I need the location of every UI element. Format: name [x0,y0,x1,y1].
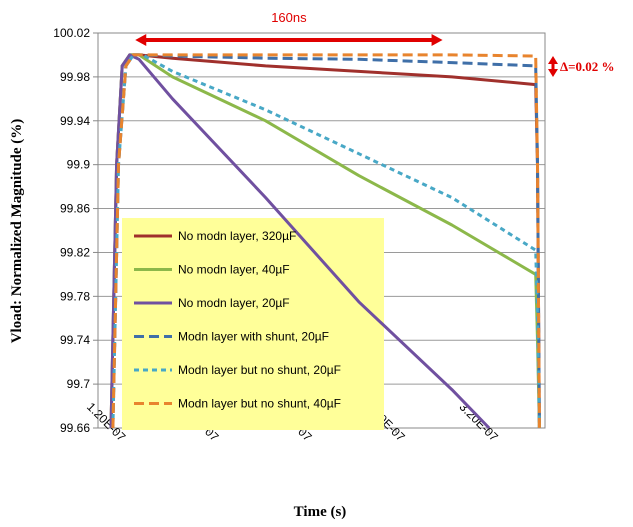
series-line-3 [109,53,491,430]
series-line-6 [111,53,541,429]
x-axis-title: Time (s) [294,504,347,520]
legend-label: Modn layer but no shunt, 40µF [178,397,341,411]
series-lines [109,53,541,430]
y-tick-label: 99.82 [60,245,90,259]
annotations: 160ns Δ=0.02 % [135,10,615,77]
arrow-right-head [431,34,443,46]
arrow-left-head [135,34,147,46]
y-axis-title: Vload: Normalized Magnitude (%) [9,119,25,344]
y-tick-label: 99.9 [67,158,91,172]
delta-annotation-label: Δ=0.02 % [560,59,615,74]
legend-label: No modn layer, 40µF [178,263,290,277]
legend-background [122,218,384,430]
y-tick-label: 100.02 [53,26,90,40]
arrow-down-head [548,69,558,77]
legend-label: Modn layer but no shunt, 20µF [178,363,341,377]
y-tick-label: 99.98 [60,70,90,84]
y-axis: 100.02 99.98 99.94 99.9 99.86 99.82 99.78 99.74… [53,26,98,435]
y-tick-label: 99.86 [60,202,90,216]
legend-label: No modn layer, 20µF [178,296,290,310]
x-tick-label: 3.20E-07 [457,400,502,445]
y-tick-label: 99.78 [60,289,90,303]
y-tick-label: 99.66 [60,421,90,435]
legend-box [122,218,384,430]
y-tick-label: 99.74 [60,333,90,347]
legend-label: Modn layer with shunt, 20µF [178,330,329,344]
x-tick-label: 1.20E-07 [84,400,129,445]
y-tick-label: 99.94 [60,114,90,128]
arrow-up-head [548,56,558,64]
span-annotation-label: 160ns [271,10,307,25]
legend-label: No modn layer, 320µF [178,229,296,243]
y-tick-label: 99.7 [67,377,91,391]
legend: No modn layer, 320µF No modn layer, 40µF N… [134,229,341,411]
